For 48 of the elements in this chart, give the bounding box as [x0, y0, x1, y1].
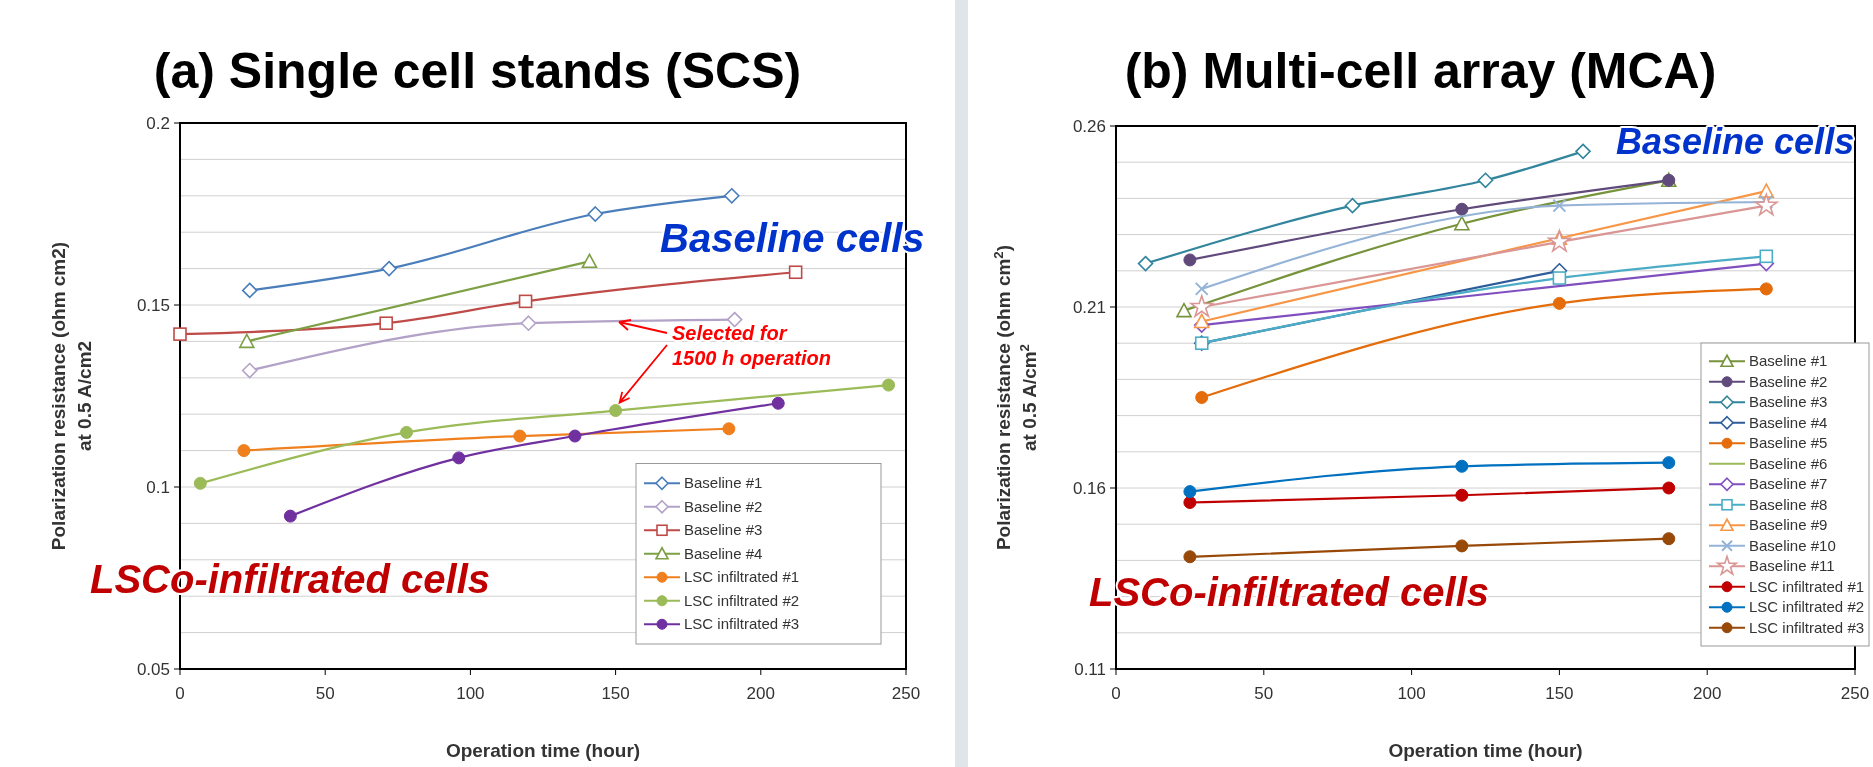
chart-title: (a) Single cell stands (SCS) — [153, 43, 802, 99]
legend-label: LSC infiltrated #3 — [684, 615, 800, 633]
x-tick-label: 100 — [1397, 684, 1426, 703]
legend-label: Baseline #4 — [1749, 413, 1828, 431]
legend-label: Baseline #3 — [684, 521, 763, 539]
legend-label: Baseline #2 — [1749, 372, 1828, 390]
x-tick-label: 150 — [601, 684, 630, 703]
x-tick-label: 150 — [1545, 684, 1574, 703]
legend-label: Baseline #1 — [684, 474, 763, 492]
legend-label: Baseline #11 — [1749, 557, 1835, 575]
x-tick-label: 0 — [1111, 684, 1121, 703]
legend-label: LSC infiltrated #2 — [684, 591, 800, 609]
y-tick-label: 0.26 — [1072, 117, 1106, 136]
legend-label: Baseline #9 — [1749, 516, 1828, 534]
x-axis-title: Operation time (hour) — [445, 740, 641, 761]
x-tick-label: 250 — [1840, 684, 1870, 703]
legend-label: Baseline #6 — [1749, 454, 1828, 472]
x-tick-label: 200 — [1693, 684, 1722, 703]
chart-title: (b) Multi-cell array (MCA) — [1124, 43, 1717, 99]
legend-label: LSC infiltrated #2 — [1749, 598, 1865, 616]
y-tick-label: 0.11 — [1074, 660, 1106, 679]
x-tick-label: 250 — [891, 684, 921, 703]
x-tick-label: 100 — [456, 684, 485, 703]
legend-label: LSC infiltrated #1 — [684, 568, 800, 586]
x-tick-label: 200 — [746, 684, 775, 703]
y-tick-label: 0.1 — [146, 478, 170, 497]
x-axis-title: Operation time (hour) — [1388, 740, 1583, 761]
legend-label: Baseline #1 — [1749, 352, 1828, 370]
y-tick-label: 0.15 — [136, 296, 170, 315]
y-axis-title: Polarization resistance (ohm cm2) at 0.5 A/cm2 — [48, 241, 95, 551]
y-tick-label: 0.05 — [136, 660, 170, 679]
annotation: Selected for 1500 h operation — [672, 322, 831, 369]
legend-label: LSC infiltrated #1 — [1749, 577, 1865, 595]
legend-label: Baseline #3 — [1749, 393, 1828, 411]
legend-label: Baseline #10 — [1749, 536, 1836, 554]
y-tick-label: 0.2 — [146, 114, 170, 133]
x-tick-label: 50 — [1254, 684, 1274, 703]
x-tick-label: 50 — [315, 684, 335, 703]
y-tick-label: 0.21 — [1072, 298, 1106, 317]
y-tick-label: 0.16 — [1072, 479, 1106, 498]
annotation: Baseline cells — [1616, 121, 1855, 162]
legend-label: Baseline #4 — [684, 544, 763, 562]
legend-label: Baseline #5 — [1749, 434, 1828, 452]
legend-label: LSC infiltrated #3 — [1749, 618, 1865, 636]
legend-label: Baseline #7 — [1749, 475, 1828, 493]
x-tick-label: 0 — [175, 684, 185, 703]
legend-label: Baseline #2 — [684, 497, 763, 515]
legend-label: Baseline #8 — [1749, 495, 1828, 513]
